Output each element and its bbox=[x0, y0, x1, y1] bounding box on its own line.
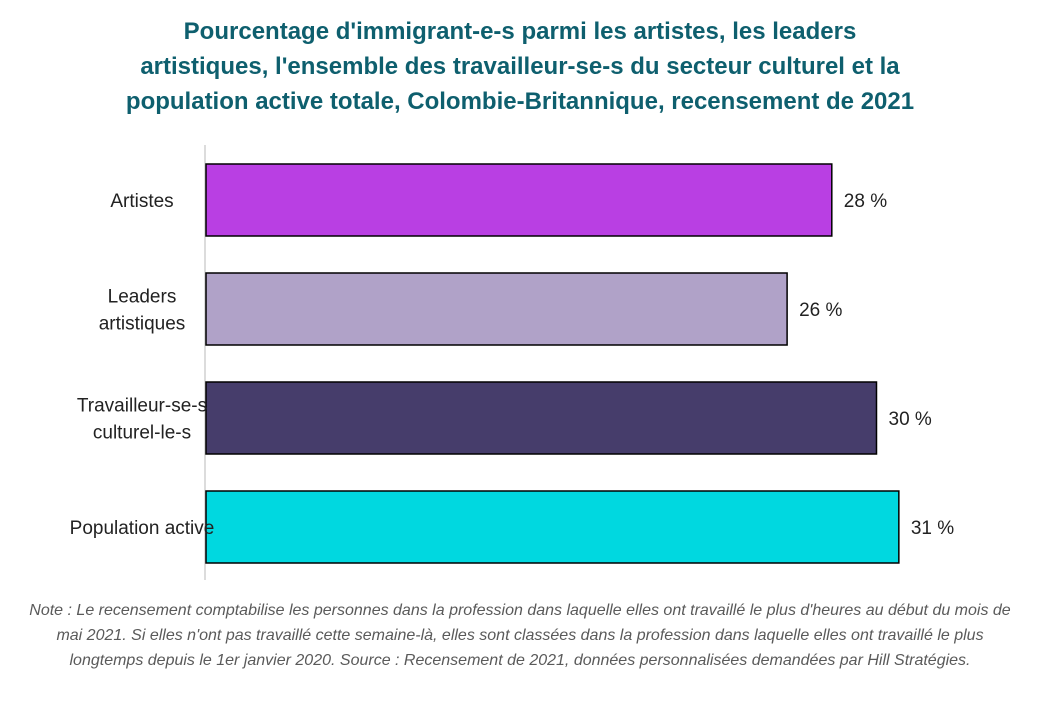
bar-chart: 28 % Artistes 26 % Leaders artistiques 30 % Tr… bbox=[70, 145, 954, 580]
category-label: Leaders bbox=[108, 287, 177, 308]
chart-title-line: population active totale, Colombie-Brita… bbox=[125, 88, 915, 115]
chart-title-line: Pourcentage d'immigrant-e-s parmi les ar… bbox=[183, 18, 857, 45]
bar-value-label: 26 % bbox=[799, 300, 842, 321]
category-label: Population active bbox=[70, 518, 215, 539]
bar-value-label: 28 % bbox=[844, 191, 887, 212]
bar bbox=[205, 490, 900, 564]
chart-title-line: artistiques, l'ensemble des travailleur-… bbox=[140, 53, 900, 80]
chart-title: Pourcentage d'immigrant-e-s parmi les ar… bbox=[40, 14, 1000, 119]
bar bbox=[205, 272, 788, 346]
chart-note: Note : Le recensement comptabilise les p… bbox=[29, 602, 1011, 669]
bar bbox=[205, 381, 878, 455]
category-label: Travailleur-se-s bbox=[77, 396, 207, 417]
category-label: artistiques bbox=[99, 314, 186, 335]
category-label: Artistes bbox=[110, 191, 173, 212]
bar-value-label: 31 % bbox=[911, 518, 954, 539]
bars-group: 28 % Artistes 26 % Leaders artistiques 30 % Tr… bbox=[70, 163, 954, 564]
bar-value-label: 30 % bbox=[889, 409, 932, 430]
bar bbox=[205, 163, 833, 237]
category-label: culturel-le-s bbox=[93, 423, 191, 444]
